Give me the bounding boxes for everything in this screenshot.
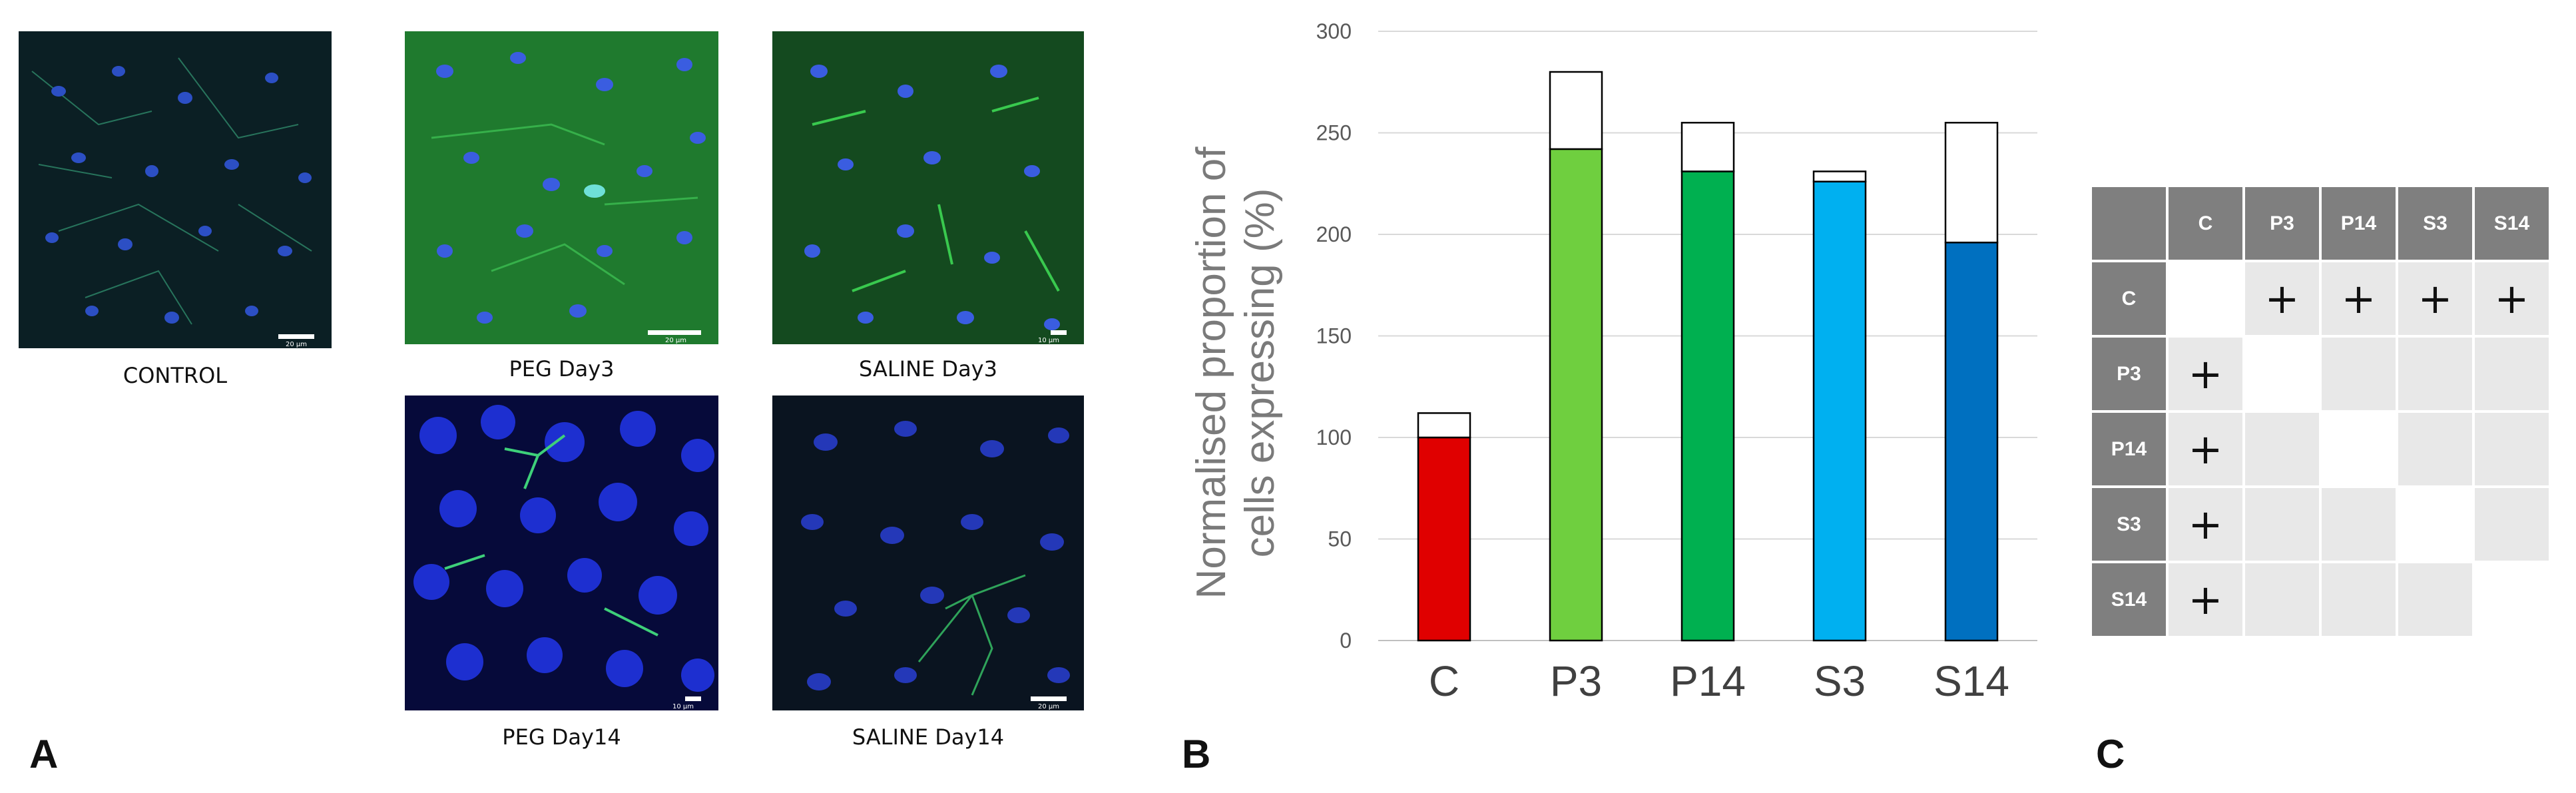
x-tick-label: S14: [1933, 657, 2009, 705]
y-axis-ticks: 0 50 100 150 200 250 300: [1316, 19, 1352, 653]
matrix-cell: [2245, 563, 2319, 636]
micro-image-control: 20 µm: [19, 31, 332, 348]
matrix-column-header: P3: [2245, 187, 2319, 260]
matrix-cell: +: [2169, 338, 2242, 410]
matrix-cell: +: [2169, 488, 2242, 561]
y-tick-label: 100: [1316, 425, 1352, 449]
scale-label: 10 µm: [672, 703, 694, 710]
matrix-cell: +: [2398, 262, 2472, 335]
micro-image-peg-day3-graphic: [405, 31, 718, 344]
scale-label: 20 µm: [285, 341, 307, 348]
matrix-cell: +: [2169, 413, 2242, 485]
matrix-row: C + + + +: [2092, 262, 2549, 335]
matrix-column-header: S14: [2475, 187, 2549, 260]
matrix-row-header: P3: [2092, 338, 2166, 410]
scale-label: 20 µm: [664, 337, 686, 344]
matrix-cell: [2398, 413, 2472, 485]
matrix-cell: +: [2322, 262, 2396, 335]
bar-chart: 0 50 100 150 200 250 300 C P3 P14 S3 S14 Normalise…: [1188, 19, 2037, 705]
panel-label-c: C: [2096, 732, 2125, 776]
matrix-cell: +: [2245, 262, 2319, 335]
matrix-cell: [2398, 488, 2472, 561]
bar-p3-upper: [1549, 71, 1603, 150]
matrix-row: S14 +: [2092, 563, 2549, 636]
x-tick-label: C: [1429, 657, 1459, 705]
caption-peg-day14: PEG Day14: [502, 724, 621, 750]
matrix-column-header: C: [2169, 187, 2242, 260]
y-tick-label: 200: [1316, 222, 1352, 246]
matrix-cell: +: [2169, 563, 2242, 636]
bar-p14-upper: [1680, 122, 1735, 172]
matrix-header-row: C P3 P14 S3 S14: [2092, 187, 2549, 260]
scale-bar: [685, 696, 701, 701]
scale-bar: [278, 334, 314, 339]
y-tick-label: 50: [1328, 527, 1352, 551]
bar-p3-lower: [1549, 148, 1603, 642]
matrix-cell: [2245, 488, 2319, 561]
bar-p14-lower: [1680, 170, 1735, 642]
y-tick-label: 250: [1316, 121, 1352, 145]
matrix-cell: [2245, 338, 2319, 410]
y-tick-label: 300: [1316, 19, 1352, 43]
matrix-cell: [2475, 413, 2549, 485]
matrix-row-header: C: [2092, 262, 2166, 335]
x-tick-label: S3: [1814, 657, 1866, 705]
scale-bar: [1031, 696, 1067, 701]
matrix-row-header: S14: [2092, 563, 2166, 636]
matrix-cell: [2322, 488, 2396, 561]
matrix-cell: [2322, 563, 2396, 636]
micro-image-peg-day14-graphic: [405, 396, 718, 710]
x-tick-label: P3: [1550, 657, 1602, 705]
caption-saline-day3: SALINE Day3: [859, 356, 997, 382]
matrix-cell: [2475, 338, 2549, 410]
matrix-column-header: P14: [2322, 187, 2396, 260]
micro-image-saline-day3: 10 µm: [772, 31, 1084, 344]
scale-bar: [1051, 330, 1067, 335]
x-axis-ticks: C P3 P14 S3 S14: [1429, 657, 2009, 705]
matrix-cell: [2398, 563, 2472, 636]
matrix-column-header: S3: [2398, 187, 2472, 260]
matrix-row-header: P14: [2092, 413, 2166, 485]
bars: [1417, 71, 1999, 642]
y-tick-label: 0: [1340, 629, 1352, 653]
micro-image-saline-day14: 20 µm: [772, 396, 1084, 710]
matrix-row: P3 +: [2092, 338, 2549, 410]
caption-control: CONTROL: [123, 363, 228, 388]
caption-peg-day3: PEG Day3: [509, 356, 615, 382]
bar-s14-upper: [1944, 122, 1999, 244]
scale-label: 20 µm: [1037, 703, 1059, 710]
scale-bar: [648, 330, 701, 335]
matrix-row: S3 +: [2092, 488, 2549, 561]
micro-image-peg-day14: 10 µm: [405, 396, 718, 710]
bar-c-lower: [1417, 436, 1471, 642]
matrix-cell: [2475, 488, 2549, 561]
x-tick-label: P14: [1670, 657, 1746, 705]
bar-s3-upper: [1812, 170, 1867, 182]
micro-image-saline-day3-graphic: [772, 31, 1084, 344]
scale-label: 10 µm: [1037, 337, 1059, 344]
y-axis-label-line-2: cells expressing (%): [1237, 188, 1283, 558]
panel-label-a: A: [29, 732, 59, 776]
matrix-cell: [2322, 413, 2396, 485]
bar-s3-lower: [1812, 180, 1867, 642]
micro-image-saline-day14-graphic: [772, 396, 1084, 710]
micro-image-peg-day3: 20 µm: [405, 31, 718, 344]
y-axis-label-line-1: Normalised proportion of: [1188, 146, 1234, 599]
matrix-cell: +: [2475, 262, 2549, 335]
y-tick-label: 150: [1316, 324, 1352, 348]
caption-saline-day14: SALINE Day14: [852, 724, 1005, 750]
matrix-cell: [2169, 262, 2242, 335]
matrix-row: P14 +: [2092, 413, 2549, 485]
significance-matrix: C P3 P14 S3 S14 C + + + + P3 + P14 + S3 + S14 +: [2089, 184, 2551, 639]
matrix-cell: [2398, 338, 2472, 410]
panel-label-b: B: [1182, 732, 1211, 776]
bar-c-upper: [1417, 412, 1471, 439]
matrix-cell: [2245, 413, 2319, 485]
matrix-cell: [2322, 338, 2396, 410]
matrix-cell: [2475, 563, 2549, 636]
matrix-corner: [2092, 187, 2166, 260]
micro-image-control-graphic: [19, 31, 332, 348]
matrix-row-header: S3: [2092, 488, 2166, 561]
bar-s14-lower: [1944, 241, 1999, 642]
